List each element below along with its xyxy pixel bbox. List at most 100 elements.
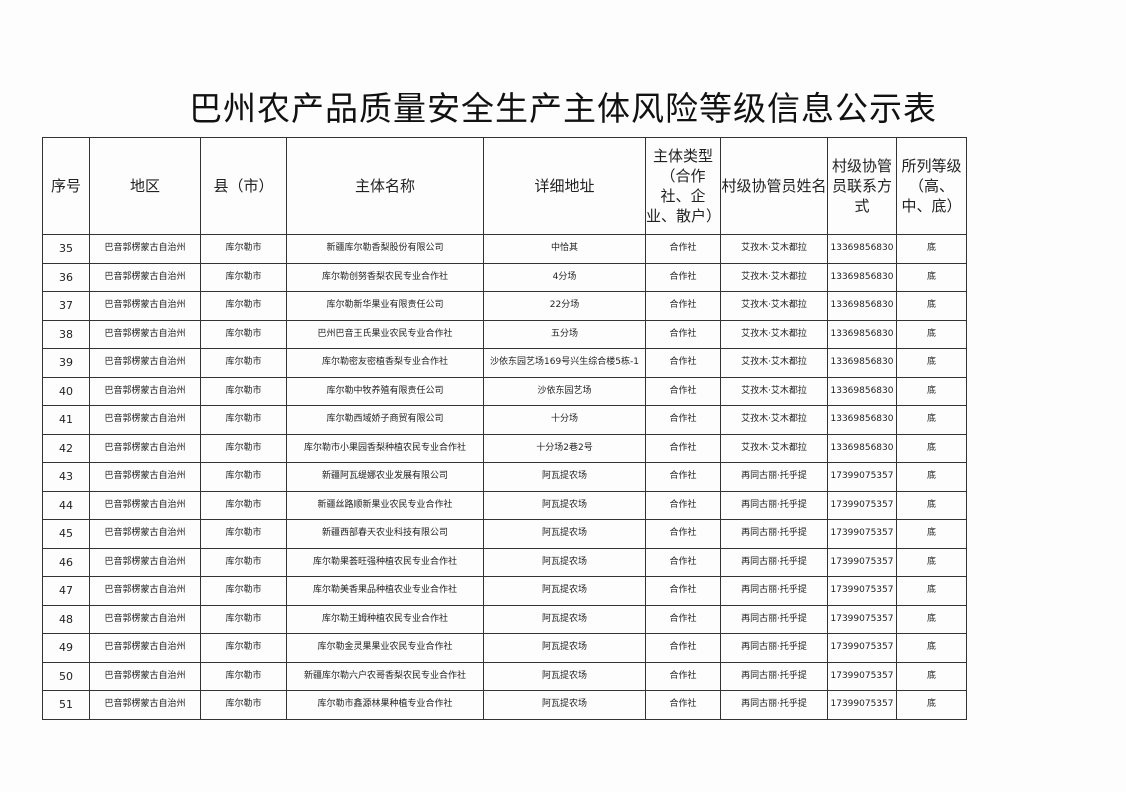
- cell-index: 44: [42, 490, 90, 520]
- cell-entity-type: 合作社: [645, 576, 721, 606]
- cell-risk-level: 底: [896, 262, 967, 292]
- cell-entity-type: 合作社: [645, 376, 721, 406]
- cell-region: 巴音郭楞蒙古自治州: [89, 547, 201, 577]
- cell-index: 39: [42, 348, 90, 378]
- header-officer-name: 村级协管员姓名: [720, 137, 828, 235]
- cell-officer-contact: 13369856830: [827, 433, 897, 463]
- cell-entity-name: 库尔勒美香果品种植农业专业合作社: [286, 576, 484, 606]
- cell-risk-level: 底: [896, 661, 967, 691]
- cell-region: 巴音郭楞蒙古自治州: [89, 519, 201, 549]
- cell-officer-name: 艾孜木·艾木都拉: [720, 234, 828, 264]
- cell-address: 沙依东园艺场: [483, 376, 646, 406]
- cell-risk-level: 底: [896, 376, 967, 406]
- cell-index: 47: [42, 576, 90, 606]
- cell-county: 库尔勒市: [200, 633, 287, 663]
- cell-address: 中恰其: [483, 234, 646, 264]
- table-row: 37 巴音郭楞蒙古自治州 库尔勒市 库尔勒新华果业有限责任公司 22分场 合作社 艾孜木·艾…: [42, 291, 967, 321]
- cell-officer-name: 艾孜木·艾木都拉: [720, 433, 828, 463]
- cell-risk-level: 底: [896, 633, 967, 663]
- cell-entity-name: 库尔勒新华果业有限责任公司: [286, 291, 484, 321]
- cell-officer-contact: 17399075357: [827, 547, 897, 577]
- cell-entity-type: 合作社: [645, 262, 721, 292]
- cell-entity-type: 合作社: [645, 348, 721, 378]
- cell-county: 库尔勒市: [200, 604, 287, 634]
- cell-region: 巴音郭楞蒙古自治州: [89, 234, 201, 264]
- cell-index: 35: [42, 234, 90, 264]
- cell-entity-type: 合作社: [645, 547, 721, 577]
- cell-county: 库尔勒市: [200, 291, 287, 321]
- cell-entity-name: 库尔勒西域娇子商贸有限公司: [286, 405, 484, 435]
- cell-officer-contact: 13369856830: [827, 376, 897, 406]
- cell-risk-level: 底: [896, 604, 967, 634]
- cell-risk-level: 底: [896, 348, 967, 378]
- cell-officer-contact: 17399075357: [827, 604, 897, 634]
- table-row: 47 巴音郭楞蒙古自治州 库尔勒市 库尔勒美香果品种植农业专业合作社 阿瓦提农场 合作社再…: [42, 576, 967, 606]
- cell-entity-name: 库尔勒王姆种植农民专业合作社: [286, 604, 484, 634]
- cell-officer-contact: 17399075357: [827, 490, 897, 520]
- risk-level-table: 序号 地区 县（市） 主体名称 详细地址 主体类型（合作社、企业、散户） 村级协管员姓名 村级…: [42, 137, 967, 720]
- cell-risk-level: 底: [896, 291, 967, 321]
- cell-county: 库尔勒市: [200, 433, 287, 463]
- cell-county: 库尔勒市: [200, 462, 287, 492]
- cell-index: 51: [42, 690, 90, 720]
- cell-address: 22分场: [483, 291, 646, 321]
- cell-officer-name: 再同古丽·托乎提: [720, 604, 828, 634]
- cell-entity-type: 合作社: [645, 291, 721, 321]
- cell-officer-contact: 13369856830: [827, 234, 897, 264]
- header-risk-level: 所列等级（高、中、底）: [896, 137, 967, 235]
- cell-region: 巴音郭楞蒙古自治州: [89, 405, 201, 435]
- cell-officer-contact: 17399075357: [827, 576, 897, 606]
- cell-entity-name: 库尔勒密友密植香梨专业合作社: [286, 348, 484, 378]
- page-title: 巴州农产品质量安全生产主体风险等级信息公示表: [189, 89, 937, 128]
- cell-region: 巴音郭楞蒙古自治州: [89, 633, 201, 663]
- cell-index: 49: [42, 633, 90, 663]
- cell-county: 库尔勒市: [200, 576, 287, 606]
- cell-officer-name: 再同古丽·托乎提: [720, 576, 828, 606]
- cell-county: 库尔勒市: [200, 262, 287, 292]
- cell-region: 巴音郭楞蒙古自治州: [89, 348, 201, 378]
- cell-officer-contact: 17399075357: [827, 462, 897, 492]
- cell-county: 库尔勒市: [200, 519, 287, 549]
- cell-county: 库尔勒市: [200, 490, 287, 520]
- cell-region: 巴音郭楞蒙古自治州: [89, 576, 201, 606]
- cell-region: 巴音郭楞蒙古自治州: [89, 291, 201, 321]
- cell-index: 50: [42, 661, 90, 691]
- cell-address: 阿瓦提农场: [483, 576, 646, 606]
- cell-officer-name: 再同古丽·托乎提: [720, 547, 828, 577]
- cell-entity-type: 合作社: [645, 490, 721, 520]
- cell-county: 库尔勒市: [200, 661, 287, 691]
- cell-entity-type: 合作社: [645, 633, 721, 663]
- cell-officer-contact: 13369856830: [827, 405, 897, 435]
- cell-region: 巴音郭楞蒙古自治州: [89, 433, 201, 463]
- cell-entity-name: 新疆阿瓦缇娜农业发展有限公司: [286, 462, 484, 492]
- cell-region: 巴音郭楞蒙古自治州: [89, 376, 201, 406]
- cell-county: 库尔勒市: [200, 234, 287, 264]
- cell-region: 巴音郭楞蒙古自治州: [89, 490, 201, 520]
- cell-index: 43: [42, 462, 90, 492]
- cell-address: 阿瓦提农场: [483, 519, 646, 549]
- cell-officer-contact: 13369856830: [827, 291, 897, 321]
- cell-region: 巴音郭楞蒙古自治州: [89, 604, 201, 634]
- cell-region: 巴音郭楞蒙古自治州: [89, 262, 201, 292]
- cell-entity-name: 新疆丝路顺新果业农民专业合作社: [286, 490, 484, 520]
- cell-risk-level: 底: [896, 433, 967, 463]
- cell-region: 巴音郭楞蒙古自治州: [89, 319, 201, 349]
- cell-address: 阿瓦提农场: [483, 661, 646, 691]
- cell-address: 阿瓦提农场: [483, 690, 646, 720]
- table-row: 38 巴音郭楞蒙古自治州 库尔勒市 巴州巴音王氏果业农民专业合作社 五分场 合作社 艾孜木·…: [42, 319, 967, 349]
- cell-address: 4分场: [483, 262, 646, 292]
- cell-entity-name: 库尔勒金灵果果业农民专业合作社: [286, 633, 484, 663]
- cell-entity-type: 合作社: [645, 690, 721, 720]
- cell-address: 阿瓦提农场: [483, 490, 646, 520]
- cell-risk-level: 底: [896, 576, 967, 606]
- cell-region: 巴音郭楞蒙古自治州: [89, 462, 201, 492]
- cell-address: 阿瓦提农场: [483, 462, 646, 492]
- table-row: 51 巴音郭楞蒙古自治州 库尔勒市 库尔勒市鑫源林果种植专业合作社 阿瓦提农场 合作社 再同…: [42, 690, 967, 720]
- cell-index: 46: [42, 547, 90, 577]
- table-row: 39 巴音郭楞蒙古自治州 库尔勒市 库尔勒密友密植香梨专业合作社 沙依东园艺场169号兴…: [42, 348, 967, 378]
- cell-risk-level: 底: [896, 234, 967, 264]
- cell-entity-name: 新疆库尔勒六户农哥香梨农民专业合作社: [286, 661, 484, 691]
- cell-risk-level: 底: [896, 547, 967, 577]
- cell-risk-level: 底: [896, 405, 967, 435]
- header-region: 地区: [89, 137, 201, 235]
